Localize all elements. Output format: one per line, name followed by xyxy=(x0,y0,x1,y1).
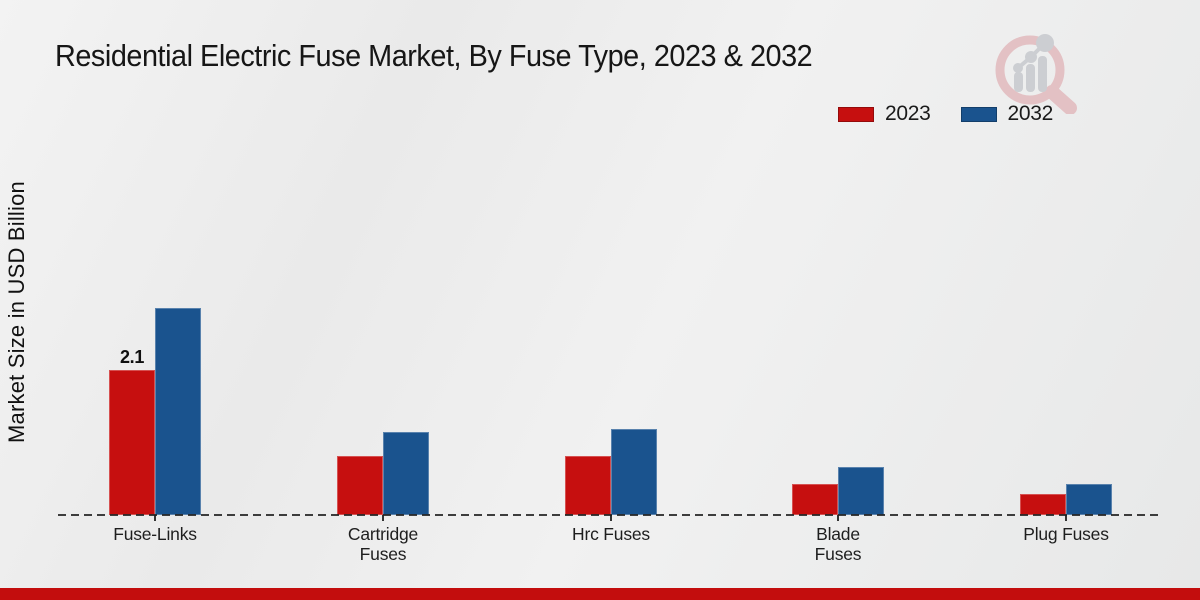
x-axis-category-label: Plug Fuses xyxy=(1023,524,1109,544)
bar-2023-plug-fuses xyxy=(1020,494,1066,515)
chart-title: Residential Electric Fuse Market, By Fus… xyxy=(55,38,813,73)
x-axis-category-label: Blade Fuses xyxy=(814,524,862,564)
legend-label-2023: 2023 xyxy=(885,102,931,125)
bar-2032-cartridge-fuses xyxy=(383,432,429,515)
x-axis-category-label: Cartridge Fuses xyxy=(347,524,419,564)
bar-2032-hrc-fuses xyxy=(611,429,657,515)
footer-accent-bar xyxy=(0,588,1200,600)
x-axis-tick xyxy=(837,515,839,521)
legend-label-2032: 2032 xyxy=(1007,102,1054,125)
bar-value-label: 2.1 xyxy=(119,347,145,367)
legend-item-2023: 2023 xyxy=(838,102,931,126)
bar-2023-cartridge-fuses xyxy=(337,456,383,515)
x-axis-tick xyxy=(154,515,156,521)
legend: 2023 2032 xyxy=(838,102,1053,126)
bar-2032-fuse-links xyxy=(155,308,201,515)
x-axis-category-label: Fuse-Links xyxy=(113,524,197,544)
bar-2032-blade-fuses xyxy=(838,467,884,515)
legend-swatch-2032 xyxy=(960,106,997,122)
x-axis-tick xyxy=(610,515,612,521)
x-axis-category-label: Hrc Fuses xyxy=(572,524,650,544)
bar-2023-blade-fuses xyxy=(792,484,838,515)
x-axis-tick xyxy=(1065,515,1067,521)
bar-2023-hrc-fuses xyxy=(565,456,611,515)
bar-2023-fuse-links xyxy=(109,370,155,515)
bar-2032-plug-fuses xyxy=(1066,484,1112,515)
x-axis-tick xyxy=(382,515,384,521)
legend-item-2032: 2032 xyxy=(960,102,1054,126)
brand-watermark-magnifier-chart-icon xyxy=(988,30,1084,115)
x-axis-baseline xyxy=(58,514,1162,516)
legend-swatch-2023 xyxy=(838,106,874,122)
